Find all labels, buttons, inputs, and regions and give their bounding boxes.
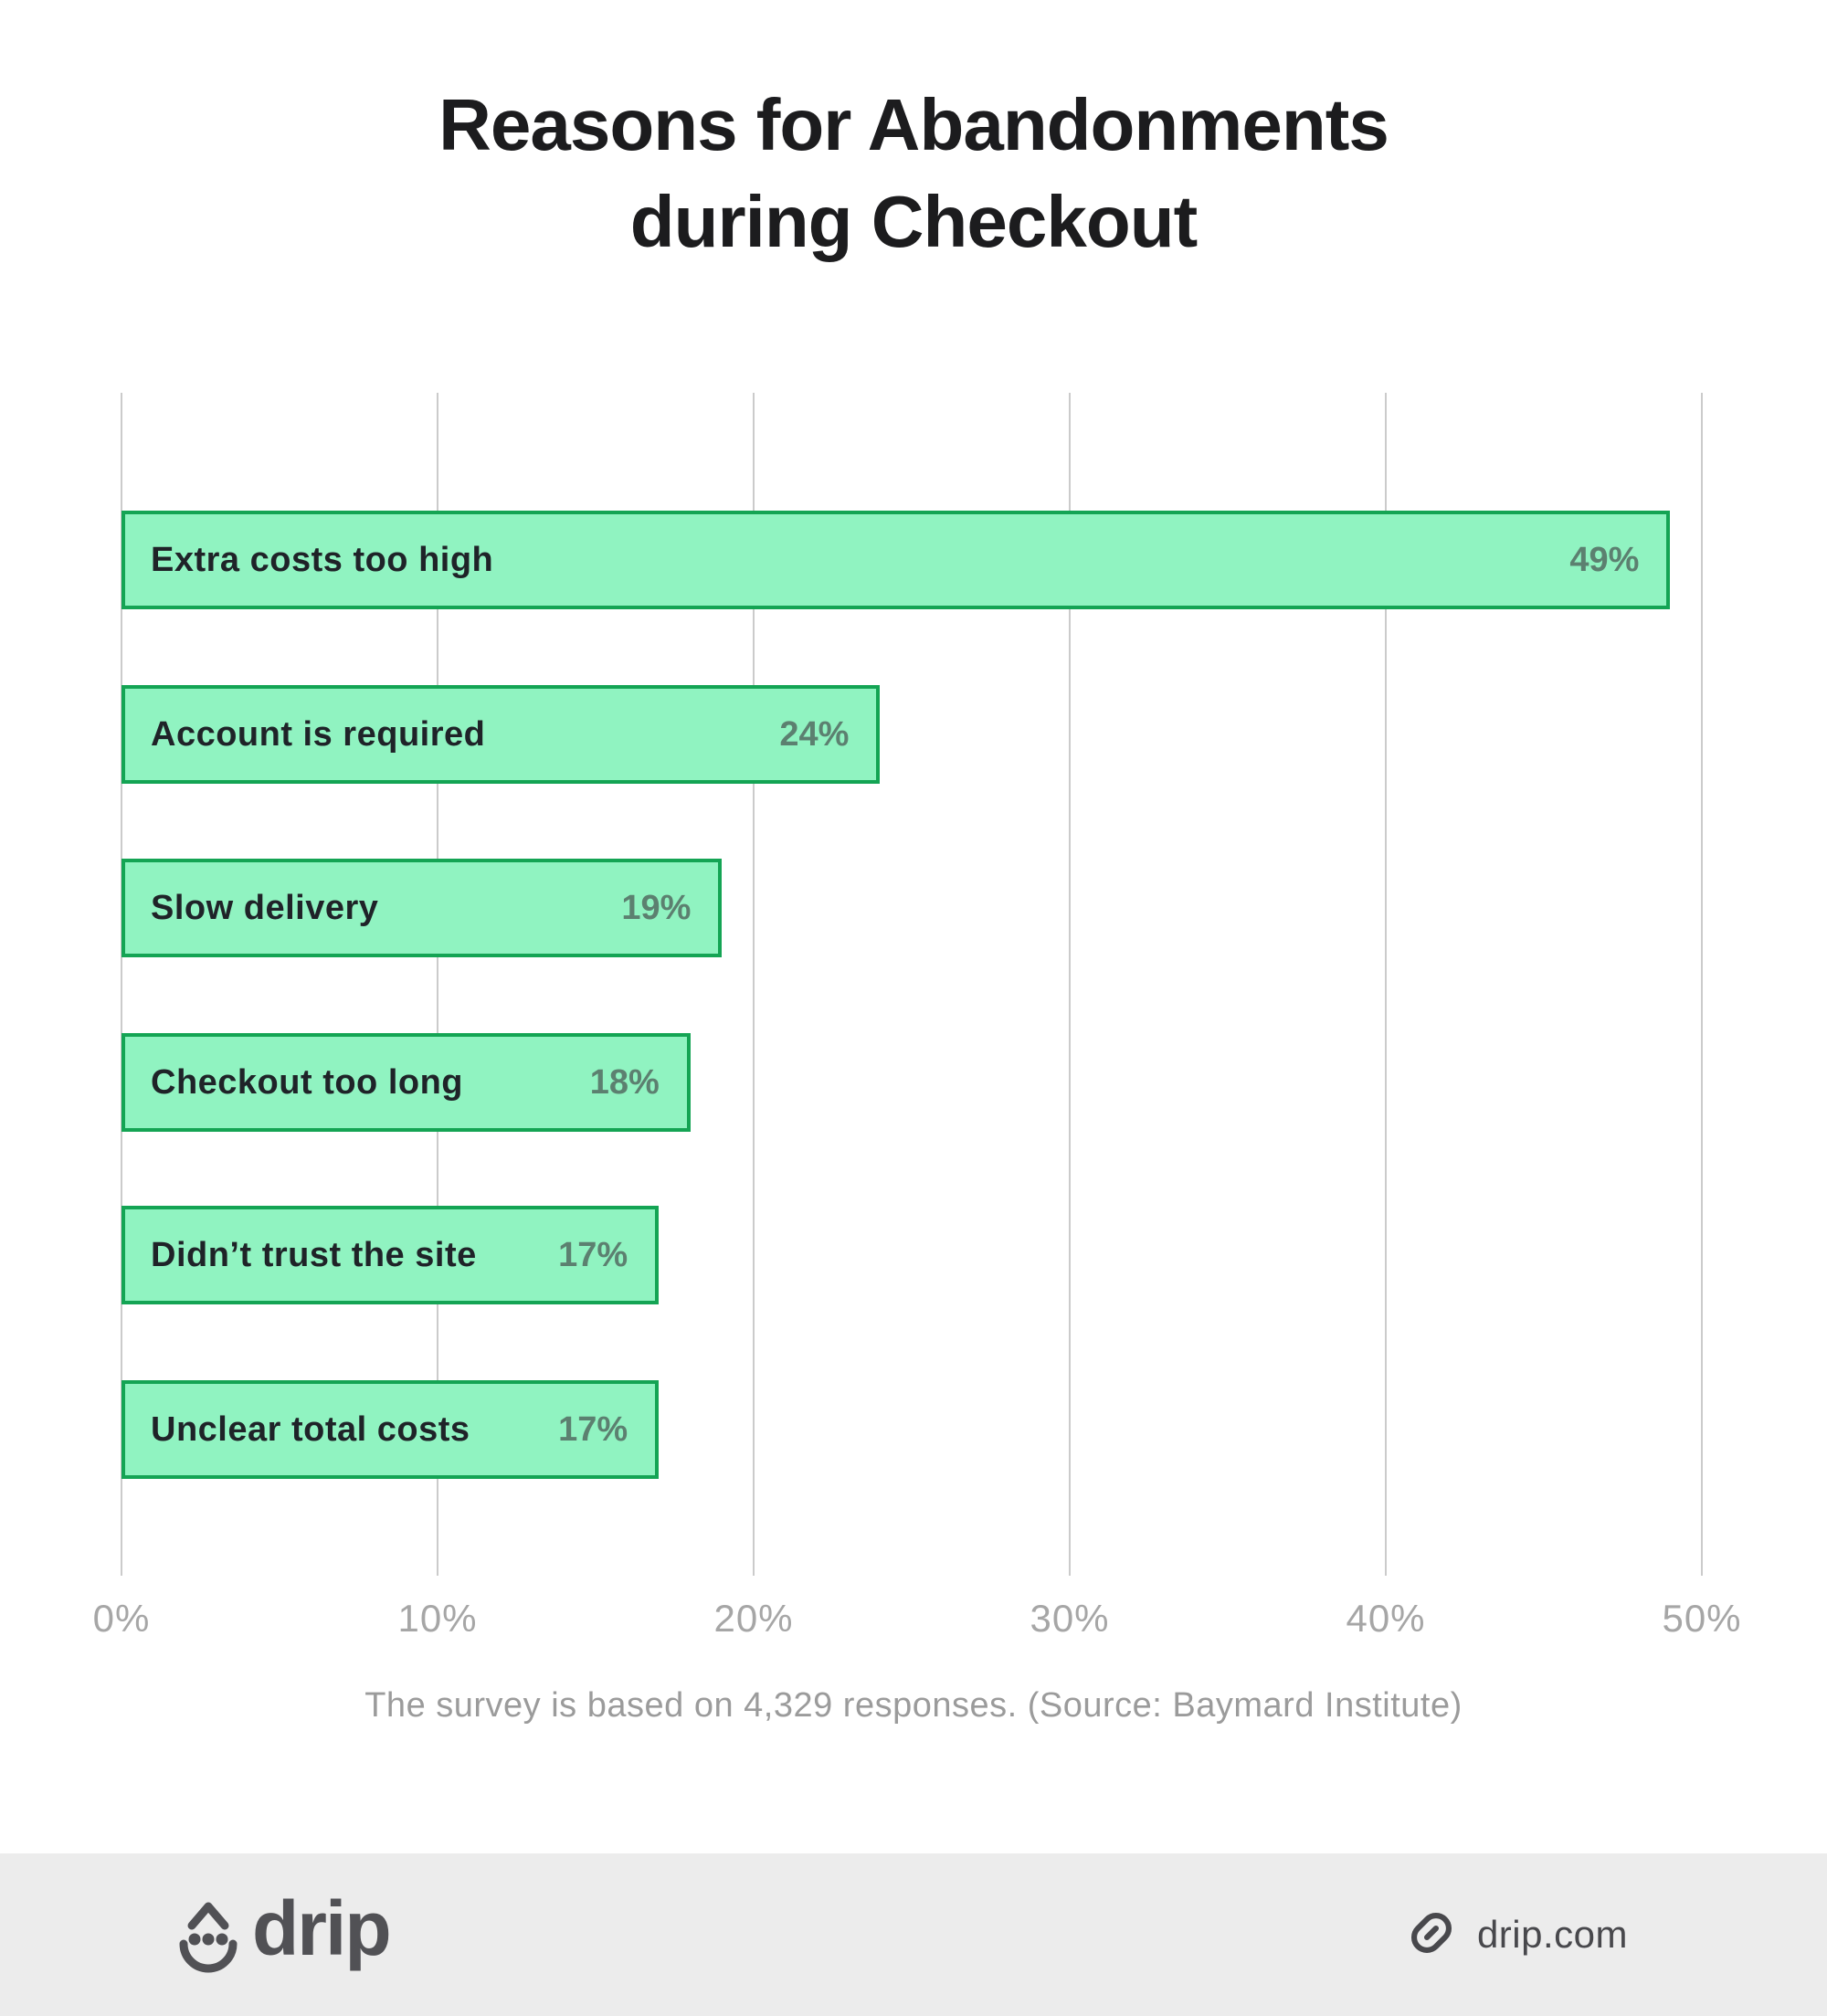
bar-value-label: 24% (779, 714, 850, 754)
drip-wordmark: drip (252, 1885, 392, 1971)
x-tick-label-40: 40% (1346, 1597, 1426, 1640)
gridline-30pct (1069, 393, 1071, 1576)
gridline-40pct (1385, 393, 1387, 1576)
gridline-50pct (1701, 393, 1703, 1576)
x-tick-label-50: 50% (1662, 1597, 1742, 1640)
x-axis: 0% 10% 20% 30% 40% 50% (93, 1597, 1741, 1652)
drip-brand-logo: drip (168, 1885, 392, 1979)
bar-value-label: 17% (558, 1235, 628, 1274)
chart-title-line-2: during Checkout (629, 180, 1199, 262)
bar-didnt-trust-the-site: Didn’t trust the site 17% (121, 1206, 660, 1304)
bar-category-label: Didn’t trust the site (151, 1235, 477, 1274)
bar-value-label: 18% (589, 1062, 660, 1102)
chart-title: Reasons for Abandonments during Checkout (0, 77, 1827, 269)
link-icon (1406, 1907, 1457, 1963)
bar-unclear-total-costs: Unclear total costs 17% (121, 1380, 660, 1479)
bar-chart-plot-area: Extra costs too high 49% Account is requ… (121, 393, 1703, 1576)
gridline-0pct (121, 393, 122, 1576)
bar-category-label: Checkout too long (151, 1062, 464, 1102)
source-caption: The survey is based on 4,329 responses. … (364, 1686, 1463, 1725)
bar-category-label: Extra costs too high (151, 540, 494, 579)
drip-com-link[interactable]: drip.com (1406, 1907, 1628, 1963)
x-tick-label-30: 30% (1030, 1597, 1110, 1640)
footer-bar: drip drip.com (0, 1853, 1827, 2016)
bar-value-label: 49% (1569, 540, 1640, 579)
x-tick-label-0: 0% (92, 1597, 151, 1640)
site-link-label: drip.com (1476, 1913, 1628, 1956)
x-tick-label-10: 10% (397, 1597, 478, 1640)
bar-value-label: 17% (558, 1409, 628, 1449)
x-tick-label-20: 20% (713, 1597, 794, 1640)
gridline-20pct (753, 393, 755, 1576)
bar-category-label: Account is required (151, 714, 486, 754)
drip-droplet-icon (168, 1893, 248, 1978)
bar-checkout-too-long: Checkout too long 18% (121, 1033, 691, 1132)
chart-title-line-1: Reasons for Abandonments (438, 84, 1389, 165)
bar-category-label: Slow delivery (151, 888, 379, 927)
gridline-10pct (437, 393, 438, 1576)
bar-extra-costs-too-high: Extra costs too high 49% (121, 511, 1671, 609)
bar-category-label: Unclear total costs (151, 1409, 470, 1449)
bar-account-is-required: Account is required 24% (121, 685, 881, 784)
bar-value-label: 19% (621, 888, 692, 927)
bar-slow-delivery: Slow delivery 19% (121, 859, 723, 957)
